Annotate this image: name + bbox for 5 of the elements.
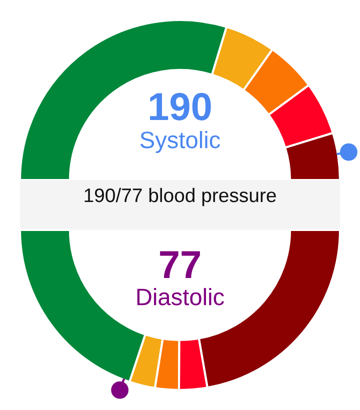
text: Diastolic [137,288,224,306]
text: 190 [150,92,211,120]
text: 77 [160,251,200,278]
text: Systolic [140,130,220,154]
text: 190/77 blood pressure [84,188,276,206]
